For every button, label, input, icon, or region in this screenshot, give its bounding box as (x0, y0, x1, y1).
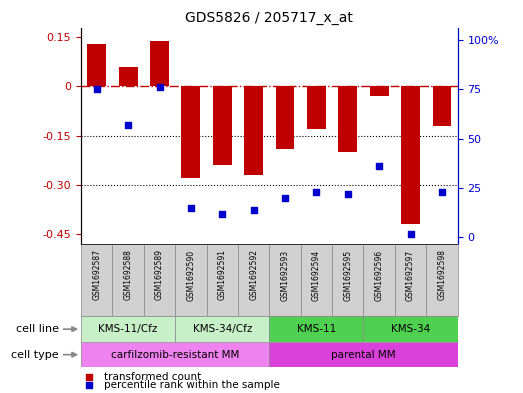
Title: GDS5826 / 205717_x_at: GDS5826 / 205717_x_at (186, 11, 353, 25)
Bar (244, 86, 263, 175)
Bar (238, 244, 269, 316)
Text: percentile rank within the sample: percentile rank within the sample (104, 380, 279, 389)
Bar (269, 244, 301, 316)
Text: parental MM: parental MM (331, 350, 396, 360)
Bar (332, 244, 363, 316)
Point (93, 86, 101, 92)
Text: GSM1692592: GSM1692592 (249, 250, 258, 301)
Text: GSM1692589: GSM1692589 (155, 250, 164, 301)
Bar (87, 44, 106, 86)
Point (281, 195, 289, 201)
Text: KMS-11/Cfz: KMS-11/Cfz (98, 324, 158, 334)
Text: KMS-11: KMS-11 (297, 324, 336, 334)
Point (155, 84, 164, 90)
Bar (81, 316, 175, 342)
Bar (150, 40, 169, 86)
Point (312, 189, 321, 195)
Text: GSM1692591: GSM1692591 (218, 250, 227, 301)
Bar (144, 244, 175, 316)
Text: GSM1692598: GSM1692598 (437, 250, 447, 301)
Bar (81, 244, 112, 316)
Point (124, 122, 132, 128)
Bar (363, 244, 395, 316)
Bar (112, 244, 144, 316)
Bar (370, 86, 389, 96)
Bar (395, 244, 426, 316)
Bar (276, 86, 294, 149)
Text: GSM1692588: GSM1692588 (123, 250, 133, 300)
Text: transformed count: transformed count (104, 372, 201, 382)
Point (249, 207, 258, 213)
Bar (207, 244, 238, 316)
Text: GSM1692590: GSM1692590 (186, 250, 196, 301)
Text: GSM1692594: GSM1692594 (312, 250, 321, 301)
Bar (426, 244, 458, 316)
Text: cell type: cell type (12, 350, 59, 360)
Point (334, 264, 342, 271)
Bar (363, 316, 458, 342)
Bar (433, 86, 451, 126)
Text: carfilzomib-resistant MM: carfilzomib-resistant MM (111, 350, 240, 360)
Text: KMS-34/Cfz: KMS-34/Cfz (192, 324, 252, 334)
Bar (181, 86, 200, 178)
Bar (269, 342, 458, 367)
Bar (119, 67, 138, 86)
Bar (401, 86, 420, 224)
Point (438, 189, 446, 195)
Point (375, 163, 383, 169)
Bar (175, 244, 207, 316)
Bar (338, 86, 357, 152)
Text: GSM1692587: GSM1692587 (92, 250, 101, 301)
Bar (307, 86, 326, 129)
Bar (213, 86, 232, 165)
Point (344, 191, 352, 197)
Bar (269, 316, 363, 342)
Text: GSM1692593: GSM1692593 (280, 250, 290, 301)
Text: cell line: cell line (16, 324, 59, 334)
Point (187, 205, 195, 211)
Text: GSM1692595: GSM1692595 (343, 250, 353, 301)
Bar (175, 316, 269, 342)
Text: GSM1692597: GSM1692597 (406, 250, 415, 301)
Point (334, 337, 342, 343)
Point (218, 211, 226, 217)
Bar (81, 342, 269, 367)
Bar (301, 244, 332, 316)
Text: KMS-34: KMS-34 (391, 324, 430, 334)
Point (406, 230, 415, 237)
Text: GSM1692596: GSM1692596 (374, 250, 384, 301)
